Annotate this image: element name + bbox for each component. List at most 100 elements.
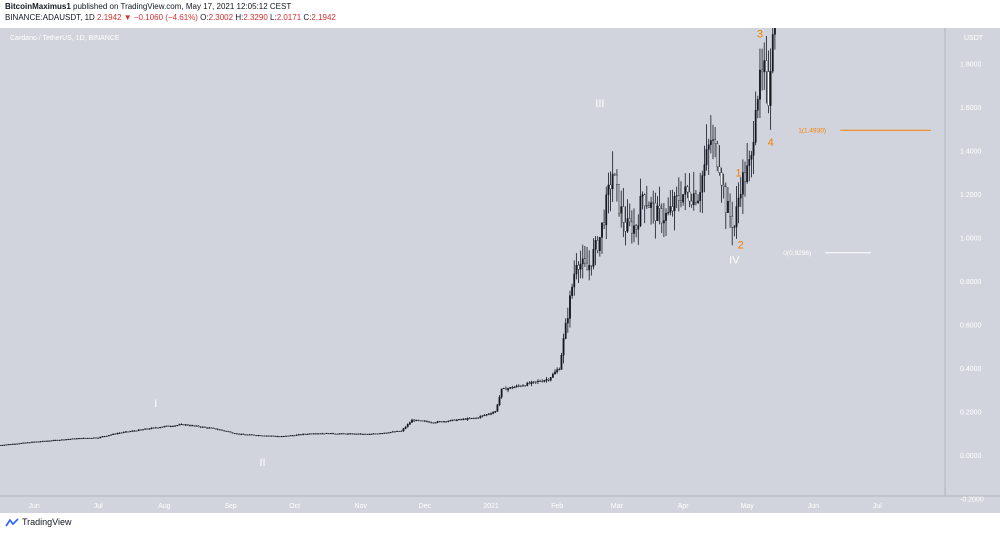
candle-body xyxy=(616,174,618,185)
candle xyxy=(754,91,757,146)
candle-body xyxy=(432,422,435,424)
candle-body xyxy=(26,442,29,444)
candle-body xyxy=(112,433,115,435)
candle xyxy=(18,443,21,445)
candle-body xyxy=(56,439,59,441)
candle xyxy=(645,185,648,209)
candle-body xyxy=(71,438,74,440)
candle xyxy=(325,432,328,435)
candle-body xyxy=(767,71,770,106)
candle-body xyxy=(584,258,586,264)
candle xyxy=(189,424,191,427)
candle xyxy=(351,433,354,435)
wave-label: I xyxy=(154,398,157,410)
candle-body xyxy=(39,441,42,443)
footer: TradingView xyxy=(0,513,1000,533)
candle xyxy=(329,433,332,435)
candle-body xyxy=(278,436,281,438)
candle-body xyxy=(308,433,311,435)
candle xyxy=(630,210,633,244)
candle-body xyxy=(208,427,211,429)
candle xyxy=(479,415,482,419)
candle xyxy=(430,421,433,424)
candle-body xyxy=(460,419,462,421)
candle xyxy=(1,444,4,446)
y-tick-label: 0.0000 xyxy=(960,453,982,460)
candle-body xyxy=(526,382,529,386)
candle xyxy=(402,427,405,432)
candle xyxy=(643,193,646,224)
candle-body xyxy=(528,382,531,384)
chart-header: BitcoinMaximus1 published on TradingView… xyxy=(0,0,1000,30)
candle-body xyxy=(406,424,409,428)
candle-body xyxy=(295,434,298,436)
candle-body xyxy=(35,441,38,443)
x-tick-label: Apr xyxy=(678,503,690,510)
price-chart[interactable]: Cardano / TetherUS, 1D, BINANCE USDT 0(2… xyxy=(0,28,1000,513)
candle xyxy=(771,28,774,74)
candle xyxy=(667,197,670,216)
x-tick-label: Jun xyxy=(29,503,40,510)
candles-group xyxy=(0,28,776,447)
candle xyxy=(413,419,416,423)
author-name[interactable]: BitcoinMaximus1 xyxy=(5,2,71,11)
candle xyxy=(46,440,48,442)
y-tick-label: 0.8000 xyxy=(960,279,982,286)
candle xyxy=(581,244,584,279)
currency-label: USDT xyxy=(964,35,984,42)
candle xyxy=(566,307,569,333)
candle-body xyxy=(404,426,407,429)
candle-body xyxy=(682,194,685,203)
candle-body xyxy=(468,418,471,420)
candle-body xyxy=(447,420,450,422)
candle xyxy=(761,48,763,91)
candle-body xyxy=(650,202,652,208)
candle xyxy=(522,384,524,387)
candle-body xyxy=(592,248,595,267)
price-axis[interactable]: -0.2000 0.0000 0.2000 0.4000 0.6000 0.8000 1.0… xyxy=(960,28,984,504)
tradingview-logo[interactable]: TradingView xyxy=(5,517,72,527)
candle-body xyxy=(769,71,772,106)
time-axis[interactable]: Jun Jul Aug Sep Oct Nov Dec 2021 Feb Mar Apr May Jun… xyxy=(29,503,883,510)
candle xyxy=(483,414,486,417)
candle xyxy=(737,182,740,224)
candle xyxy=(240,433,243,436)
candle xyxy=(473,417,475,420)
candle xyxy=(656,196,659,222)
candle xyxy=(588,250,591,281)
candle-body xyxy=(473,417,475,419)
candle-body xyxy=(374,433,377,435)
candle xyxy=(423,419,426,423)
candle-body xyxy=(67,439,70,441)
candle xyxy=(701,170,704,214)
candle xyxy=(724,182,727,229)
fib-level-label: 0(0.9296) xyxy=(783,250,811,257)
y-tick-label: 0.2000 xyxy=(960,410,982,417)
candle-body xyxy=(498,396,501,406)
candle-body xyxy=(400,430,403,432)
candle-body xyxy=(195,425,198,427)
candle xyxy=(73,438,76,440)
candle xyxy=(507,387,509,393)
candle xyxy=(186,424,189,426)
candle xyxy=(50,440,53,442)
x-tick-label: Jul xyxy=(94,503,103,510)
candle-body xyxy=(690,200,693,205)
candle xyxy=(404,426,407,430)
candle xyxy=(233,433,236,435)
candle-body xyxy=(389,431,392,433)
candle-body xyxy=(197,425,200,427)
candle xyxy=(466,417,469,421)
candle-body xyxy=(379,433,381,435)
candle-body xyxy=(712,139,714,141)
candle xyxy=(56,439,59,441)
candle xyxy=(500,388,503,399)
candle-body xyxy=(534,381,537,383)
candle xyxy=(165,425,168,427)
candle xyxy=(628,203,631,227)
candle-body xyxy=(137,429,140,432)
candle xyxy=(560,352,563,370)
candle-body xyxy=(630,221,633,234)
candle-body xyxy=(771,34,774,72)
candle-body xyxy=(280,436,283,438)
